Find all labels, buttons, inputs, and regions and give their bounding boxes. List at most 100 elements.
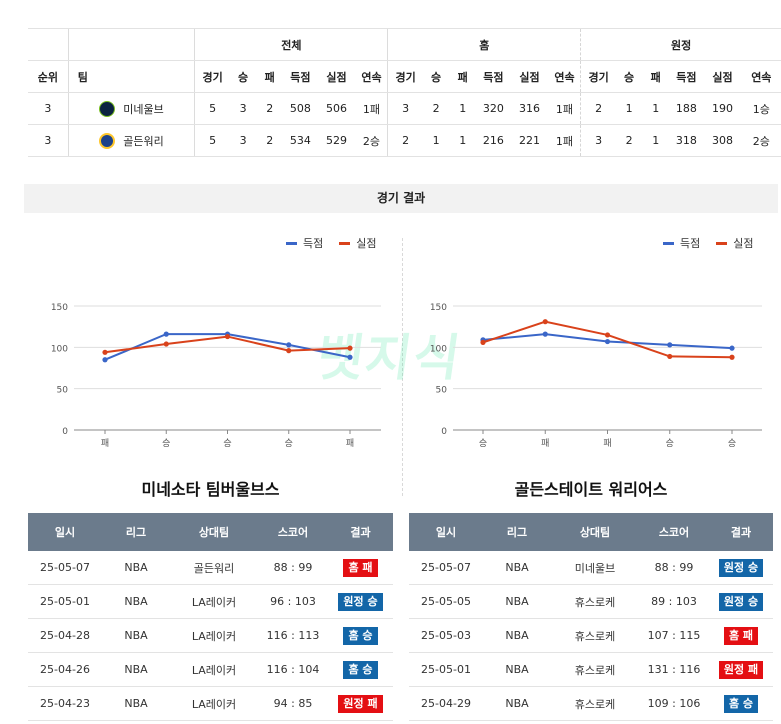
game-row[interactable]: 25-04-29 NBA 휴스로케 109 : 106 홈 승 (409, 686, 773, 721)
conceded-series-point[interactable] (347, 345, 353, 351)
standings-row: 3 미네울브 5 3 2 508 506 1패 3 2 1 320 316 1패 2 1 1 188 190 1승 (28, 92, 781, 125)
header-blank (28, 28, 69, 61)
games-cell: 2 (387, 124, 424, 157)
game-row[interactable]: 25-05-01 NBA LA레이커 96 : 103 원정 승 (28, 584, 393, 619)
game-result-cell: 원정 승 (709, 551, 773, 585)
game-row[interactable]: 25-05-07 NBA 미네울브 88 : 99 원정 승 (409, 551, 773, 585)
game-row[interactable]: 25-04-23 NBA LA레이커 94 : 85 원정 패 (28, 686, 393, 721)
conceded-series-point[interactable] (480, 339, 486, 345)
points-for-cell: 320 (476, 92, 511, 125)
y-tick-label: 100 (430, 344, 447, 354)
col-result: 결과 (709, 513, 773, 551)
x-tick-label: 승 (285, 438, 293, 449)
scored-series-point[interactable] (163, 331, 169, 337)
conceded-series-point[interactable] (224, 333, 231, 340)
col-league: 리그 (483, 513, 551, 551)
team-title-timberwolves: 미네소타 팀버울브스 (141, 480, 280, 499)
team-cell[interactable]: 골든워리 (67, 124, 195, 157)
games-cell: 3 (387, 92, 424, 125)
streak-cell: 2승 (355, 124, 388, 157)
result-badge: 홈 승 (343, 660, 378, 679)
game-row[interactable]: 25-04-26 NBA LA레이커 116 : 104 홈 승 (28, 652, 393, 687)
game-league: NBA (102, 686, 170, 721)
conceded-series-point[interactable] (667, 353, 673, 360)
y-tick-label: 50 (436, 386, 448, 396)
game-date: 25-05-01 (28, 584, 102, 619)
game-date: 25-05-07 (28, 551, 102, 585)
game-league: NBA (483, 551, 551, 585)
game-result-cell: 원정 승 (709, 584, 773, 619)
losses-cell: 2 (256, 124, 284, 157)
game-row[interactable]: 25-05-01 NBA 휴스로케 131 : 116 원정 패 (409, 652, 773, 687)
chart-legend-right: 득점 실점 (663, 235, 754, 251)
y-tick-label: 0 (441, 427, 447, 437)
legend-scored-swatch (286, 241, 297, 245)
scored-series-point[interactable] (102, 357, 108, 363)
team-name: 골든워리 (123, 134, 164, 148)
game-opponent: 골든워리 (170, 551, 258, 585)
game-league: NBA (102, 652, 170, 687)
col-points-for: 득점 (283, 60, 318, 93)
game-league: NBA (102, 618, 170, 653)
conceded-series-point[interactable] (729, 354, 735, 360)
wins-cell: 2 (423, 92, 450, 125)
timberwolves-logo (99, 100, 116, 117)
game-score: 131 : 116 (639, 652, 709, 687)
col-opponent: 상대팀 (170, 513, 258, 551)
conceded-series-point[interactable] (286, 348, 292, 354)
col-points-for: 득점 (476, 60, 511, 93)
game-result-cell: 원정 승 (328, 584, 393, 619)
game-date: 25-04-29 (409, 686, 483, 721)
scored-series-point[interactable] (542, 331, 548, 337)
scored-series-point[interactable] (347, 354, 353, 360)
col-points-for: 득점 (669, 60, 704, 93)
game-result-cell: 홈 승 (328, 618, 393, 653)
losses-cell: 2 (256, 92, 284, 125)
scored-series-point[interactable] (604, 338, 611, 345)
x-tick-label: 패 (541, 438, 549, 449)
game-row[interactable]: 25-05-05 NBA 휴스로케 89 : 103 원정 승 (409, 584, 773, 619)
wins-cell: 3 (230, 124, 257, 157)
game-opponent: 휴스로케 (551, 618, 639, 653)
col-points-against: 실점 (317, 60, 356, 93)
games-header-row: 일시 리그 상대팀 스코어 결과 (409, 513, 773, 551)
game-row[interactable]: 25-05-07 NBA 골든워리 88 : 99 홈 패 (28, 551, 393, 585)
scored-series-point[interactable] (729, 345, 735, 351)
streak-cell: 1패 (548, 124, 581, 157)
x-tick-label: 패 (101, 438, 109, 449)
group-total-header: 전체 (194, 28, 388, 61)
conceded-series-point[interactable] (542, 319, 548, 325)
game-league: NBA (483, 618, 551, 653)
game-date: 25-04-26 (28, 652, 102, 687)
scored-series-point[interactable] (667, 342, 673, 348)
x-tick-label: 패 (603, 438, 611, 449)
game-date: 25-05-05 (409, 584, 483, 619)
y-tick-label: 150 (51, 303, 68, 313)
team-cell[interactable]: 미네울브 (67, 92, 195, 125)
points-against-cell: 529 (317, 124, 356, 157)
game-score: 88 : 99 (258, 551, 328, 585)
game-row[interactable]: 25-05-03 NBA 휴스로케 107 : 115 홈 패 (409, 618, 773, 653)
group-away-header: 원정 (580, 28, 781, 61)
legend-conceded-swatch (339, 241, 351, 245)
timberwolves-score-chart: 0 50 100 150 패 승 승 승 패 (51, 303, 381, 449)
game-row[interactable]: 25-04-28 NBA LA레이커 116 : 113 홈 승 (28, 618, 393, 653)
col-score: 스코어 (258, 513, 328, 551)
losses-cell: 1 (449, 124, 477, 157)
result-badge: 원정 패 (718, 660, 764, 679)
wins-cell: 3 (230, 92, 257, 125)
losses-cell: 1 (642, 92, 670, 125)
points-against-cell: 316 (510, 92, 549, 125)
game-league: NBA (102, 584, 170, 619)
conceded-series-point[interactable] (604, 332, 611, 338)
conceded-series-point[interactable] (163, 341, 169, 347)
scored-series-point[interactable] (286, 342, 292, 348)
result-badge: 원정 승 (718, 592, 764, 611)
col-wins: 승 (230, 60, 257, 93)
game-score: 89 : 103 (639, 584, 709, 619)
rank-cell: 3 (28, 92, 69, 125)
game-date: 25-04-23 (28, 686, 102, 721)
game-score: 94 : 85 (258, 686, 328, 721)
conceded-series-point[interactable] (102, 349, 108, 355)
col-team: 팀 (67, 60, 195, 93)
